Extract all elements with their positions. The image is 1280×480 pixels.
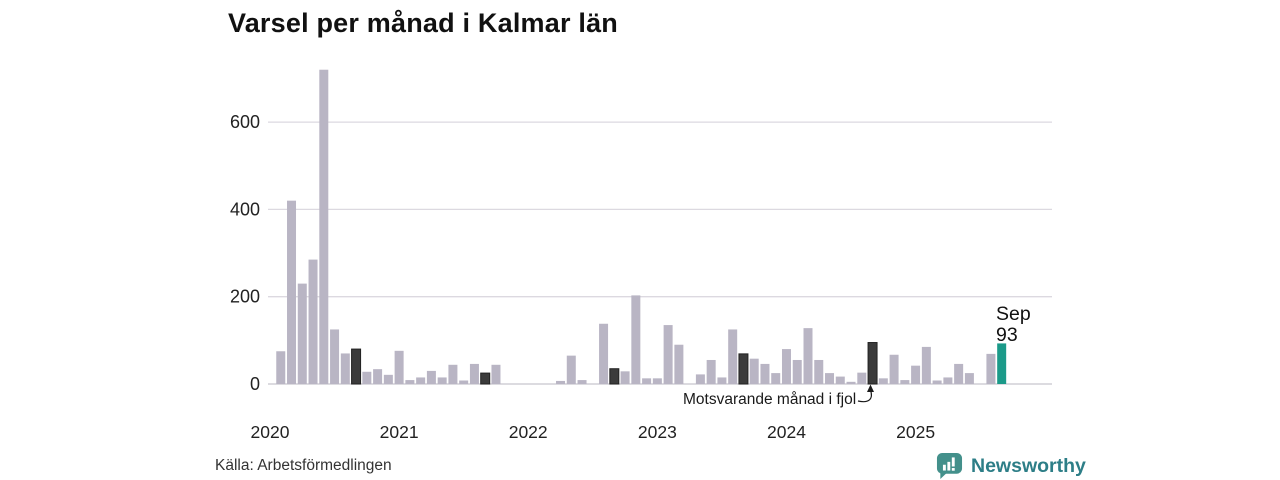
bar-2021-09 xyxy=(480,372,491,385)
bar-2024-10 xyxy=(878,378,888,384)
annotation-arrow xyxy=(857,389,872,403)
bar-2022-11 xyxy=(631,295,641,384)
y-tick-label-400: 400 xyxy=(230,199,260,219)
bar-2025-03 xyxy=(932,380,942,384)
x-tick-label-2021: 2021 xyxy=(380,422,419,442)
bar-2025-01 xyxy=(911,365,921,384)
x-tick-label-2020: 2020 xyxy=(251,422,290,442)
newsworthy-bubble-chart-icon xyxy=(936,452,963,480)
bar-2023-12 xyxy=(771,373,781,384)
current-month-label: Sep xyxy=(996,303,1031,325)
bar-2024-11 xyxy=(889,354,899,384)
bar-2021-10 xyxy=(491,364,501,384)
bar-2024-06 xyxy=(835,376,845,384)
bar-2024-03 xyxy=(803,328,813,384)
bar-2020-03 xyxy=(287,200,297,384)
bar-2020-07 xyxy=(330,329,340,384)
bar-2023-05 xyxy=(695,374,705,384)
source-note: Källa: Arbetsförmedlingen xyxy=(215,457,392,474)
bar-2024-09 xyxy=(867,342,878,385)
bar-2023-02 xyxy=(663,325,673,384)
bar-2023-08 xyxy=(728,329,738,384)
bar-2024-01 xyxy=(781,349,791,384)
bar-2020-10 xyxy=(362,371,372,384)
x-tick-label-2025: 2025 xyxy=(896,422,935,442)
bar-2022-06 xyxy=(577,380,587,384)
bar-2020-09 xyxy=(351,348,362,385)
bar-2023-10 xyxy=(749,358,759,384)
bar-2025-09 xyxy=(997,343,1007,384)
bar-2021-01 xyxy=(394,350,404,384)
newsworthy-logo[interactable]: Newsworthy xyxy=(936,452,1086,480)
bar-2023-11 xyxy=(760,363,770,384)
bar-2021-05 xyxy=(437,377,447,384)
bar-2020-11 xyxy=(373,369,383,384)
bar-2023-07 xyxy=(717,377,727,384)
bar-2020-06 xyxy=(319,69,329,384)
bar-2025-05 xyxy=(954,363,964,384)
prev-year-annotation: Motsvarande månad i fjol xyxy=(683,391,856,408)
y-tick-label-600: 600 xyxy=(230,112,260,132)
y-tick-label-0: 0 xyxy=(250,374,260,394)
bar-2022-10 xyxy=(620,371,630,384)
bar-2020-12 xyxy=(383,374,393,384)
annotation-arrowhead xyxy=(867,384,874,392)
bar-2021-06 xyxy=(448,364,458,384)
bar-2021-07 xyxy=(459,380,469,384)
bar-2022-05 xyxy=(566,355,576,384)
bar-2020-05 xyxy=(308,259,318,384)
bar-2024-02 xyxy=(792,359,802,384)
bar-2023-09 xyxy=(738,353,749,385)
bar-2024-12 xyxy=(900,380,910,384)
bar-2021-02 xyxy=(405,380,415,384)
chart-title: Varsel per månad i Kalmar län xyxy=(228,8,618,38)
bar-2022-08 xyxy=(599,323,609,384)
bar-2023-01 xyxy=(652,378,662,384)
bar-2020-02 xyxy=(276,351,286,384)
bar-2021-04 xyxy=(426,370,436,384)
x-tick-label-2023: 2023 xyxy=(638,422,677,442)
bar-2024-04 xyxy=(814,359,824,384)
bar-2024-07 xyxy=(846,381,856,384)
bar-2023-03 xyxy=(674,344,684,384)
newsworthy-wordmark: Newsworthy xyxy=(971,454,1086,477)
bar-2025-06 xyxy=(964,373,974,384)
bar-2021-08 xyxy=(469,363,479,384)
bar-2025-04 xyxy=(943,377,953,384)
bar-2022-09 xyxy=(609,368,620,385)
y-tick-label-200: 200 xyxy=(230,287,260,307)
x-tick-label-2022: 2022 xyxy=(509,422,548,442)
x-tick-label-2024: 2024 xyxy=(767,422,806,442)
bar-2024-05 xyxy=(825,373,835,384)
bar-2022-04 xyxy=(556,380,566,384)
bar-2025-02 xyxy=(921,346,931,384)
bar-2021-03 xyxy=(416,377,426,384)
bar-2023-06 xyxy=(706,359,716,384)
bar-2020-04 xyxy=(297,283,307,384)
bar-2024-08 xyxy=(857,372,867,384)
bar-2020-08 xyxy=(340,353,350,384)
bar-2022-12 xyxy=(642,378,652,384)
current-value-label: 93 xyxy=(996,324,1018,346)
bar-2025-08 xyxy=(986,353,996,384)
